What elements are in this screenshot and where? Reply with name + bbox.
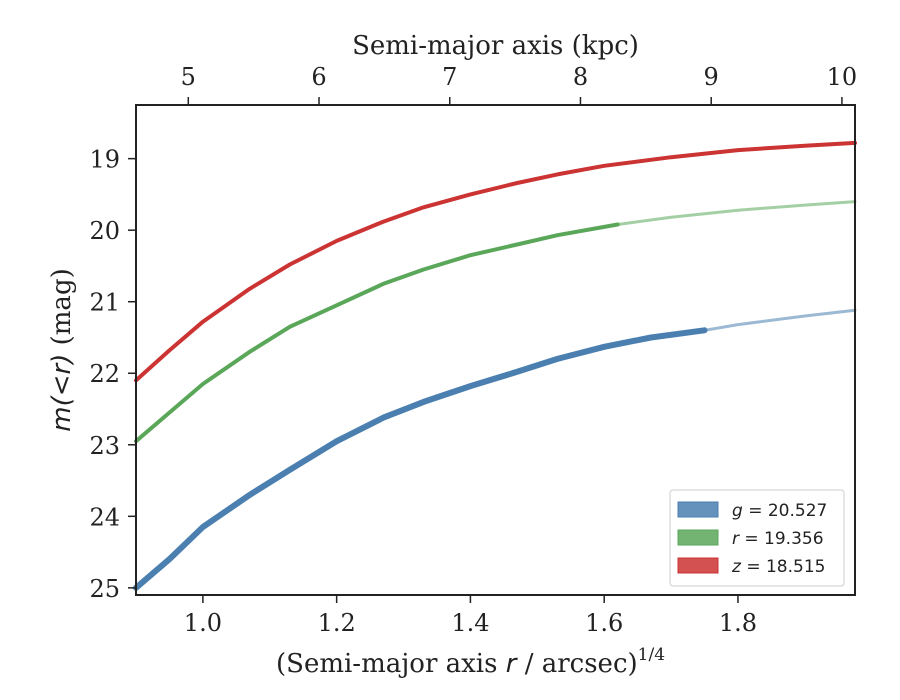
- y-tick-label: 20: [89, 217, 120, 245]
- top-x-tick-label: 10: [827, 63, 858, 91]
- legend-label-value: = 20.527: [743, 501, 828, 521]
- x-axis-title-suffix: / arcsec): [516, 649, 637, 679]
- y-tick-label: 22: [89, 360, 120, 388]
- x-axis-title: (Semi-major axis r / arcsec)1/4: [276, 645, 665, 679]
- series-g-line: [133, 327, 708, 591]
- top-x-tick-label: 5: [181, 63, 196, 91]
- y-tick-label: 24: [89, 503, 120, 531]
- series-layer: [133, 140, 857, 591]
- legend-label-value: = 18.515: [741, 557, 826, 577]
- top-x-tick-label: 6: [311, 63, 326, 91]
- legend-label-var: r: [732, 529, 740, 549]
- legend-swatch-r: [677, 529, 719, 546]
- series-z-line: [134, 140, 857, 383]
- x-tick-label: 1.6: [585, 609, 623, 637]
- x-tick-label: 1.0: [184, 609, 222, 637]
- legend-label-value: = 19.356: [739, 529, 824, 549]
- x-tick-label: 1.4: [451, 609, 489, 637]
- series-r-extension-line: [616, 200, 857, 226]
- y-axis-title: m(<r) (mag): [47, 268, 77, 431]
- x-axis-title-var: r: [506, 649, 519, 679]
- y-axis-title-var: m(<r): [47, 354, 77, 432]
- y-tick-label: 21: [89, 289, 120, 317]
- top-axis-title: Semi-major axis (kpc): [352, 31, 639, 61]
- legend-label-r: r = 19.356: [732, 529, 824, 549]
- series-r-line: [134, 222, 620, 444]
- legend-label-g: g = 20.527: [732, 501, 827, 521]
- top-x-tick-label: 8: [573, 63, 588, 91]
- y-tick-label: 23: [89, 432, 120, 460]
- legend-label-var: g: [732, 501, 743, 521]
- series-g-extension-line: [703, 308, 857, 332]
- y-tick-label: 25: [89, 575, 120, 603]
- ticks-layer: 1.0 1.2 1.4 1.6 1.8 5 6 7 8 9 10 19 20 21 22 23 24 25: [89, 63, 857, 637]
- x-tick-label: 1.2: [318, 609, 356, 637]
- legend-swatch-g: [677, 501, 719, 518]
- legend-label-var: z: [731, 557, 742, 577]
- y-tick-label: 19: [89, 146, 120, 174]
- x-axis-title-exponent: 1/4: [638, 645, 665, 665]
- legend-swatch-z: [677, 557, 719, 574]
- top-x-tick-label: 7: [442, 63, 457, 91]
- y-axis-title-unit: (mag): [47, 268, 77, 353]
- x-axis-title-prefix: (Semi-major axis: [276, 649, 506, 679]
- legend-label-z: z = 18.515: [731, 557, 825, 577]
- x-tick-label: 1.8: [719, 609, 757, 637]
- top-x-tick-label: 9: [704, 63, 719, 91]
- plot-frame: [135, 104, 856, 596]
